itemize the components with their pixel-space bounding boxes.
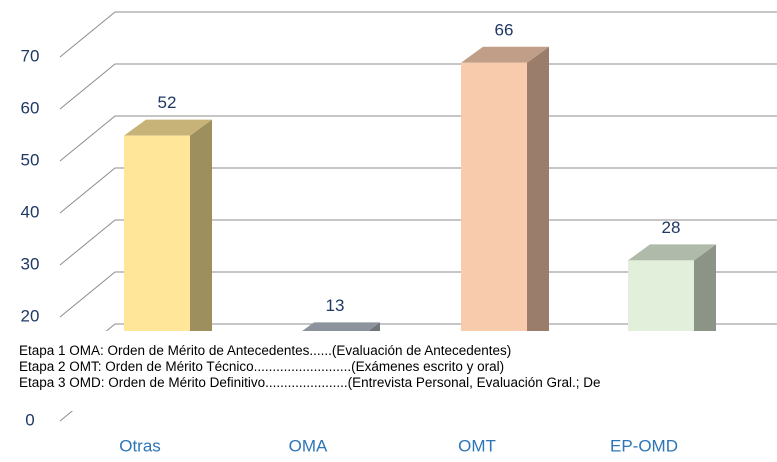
grid-line — [59, 271, 777, 318]
bar-side — [527, 46, 549, 407]
y-tick-label: 50 — [21, 150, 40, 169]
y-tick-label: 30 — [21, 254, 40, 273]
y-tick-label: 60 — [21, 98, 40, 117]
bar-top — [628, 244, 716, 261]
grid-line — [59, 167, 777, 214]
bar-top — [461, 46, 549, 63]
y-tick-label: 70 — [21, 46, 40, 65]
grid-line — [59, 219, 777, 266]
grid-line — [59, 115, 777, 162]
data-label: 28 — [662, 218, 681, 237]
x-tick-label: OMT — [458, 436, 496, 455]
y-tick-label: 20 — [21, 306, 40, 325]
grid-line — [59, 11, 777, 58]
bar-top — [124, 119, 212, 136]
x-tick-label: Otras — [119, 436, 161, 455]
legend-note: Etapa 1 OMA: Orden de Mérito de Antecede… — [0, 331, 777, 411]
y-tick-label: 0 — [25, 410, 34, 429]
note-line: Etapa 2 OMT: Orden de Mérito Técnico....… — [19, 359, 505, 374]
x-tick-label: EP-OMD — [610, 436, 678, 455]
y-tick-label: 40 — [21, 202, 40, 221]
x-tick-label: OMA — [289, 436, 328, 455]
note-line: Etapa 3 OMD: Orden de Mérito Definitivo.… — [19, 375, 601, 390]
data-label: 13 — [326, 296, 345, 315]
data-label: 66 — [495, 20, 514, 39]
note-line: Etapa 1 OMA: Orden de Mérito de Antecede… — [19, 343, 512, 358]
grid-line — [59, 63, 777, 110]
data-label: 52 — [158, 93, 177, 112]
